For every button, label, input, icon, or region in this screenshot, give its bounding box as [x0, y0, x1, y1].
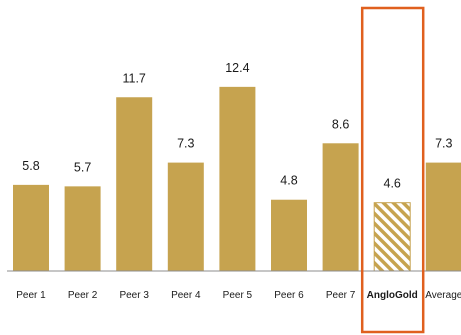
bar-peer-3 — [116, 97, 153, 271]
tick-label-peer-2: Peer 2 — [68, 290, 98, 301]
tick-label-peer-4: Peer 4 — [171, 290, 201, 301]
tick-label-average: Average — [425, 290, 461, 301]
value-label-peer-5: 12.4 — [225, 61, 249, 75]
value-label-peer-3: 11.7 — [122, 71, 145, 85]
bar-peer-4 — [167, 162, 204, 271]
tick-label-peer-1: Peer 1 — [16, 290, 46, 301]
bar-peer-2 — [64, 186, 101, 271]
tick-label-anglogold: AngloGold — [367, 290, 418, 301]
bar-anglogold — [373, 202, 411, 272]
value-labels-layer: 5.8 5.7 11.7 7.3 12.4 4.8 8.6 4.6 7.3 — [22, 61, 452, 191]
value-label-peer-7: 8.6 — [332, 117, 349, 131]
bar-peer-7 — [322, 143, 359, 271]
bar-peer-5 — [219, 86, 256, 271]
highlight-box — [360, 6, 425, 334]
tick-label-peer-3: Peer 3 — [119, 290, 149, 301]
value-label-peer-4: 7.3 — [177, 137, 194, 151]
tick-labels-layer: Peer 1 Peer 2 Peer 3 Peer 4 Peer 5 Peer 6 Peer… — [16, 290, 461, 301]
value-label-peer-6: 4.8 — [280, 174, 297, 188]
bar-peer-1 — [13, 184, 49, 271]
value-label-peer-1: 5.8 — [22, 159, 39, 173]
tick-label-peer-6: Peer 6 — [274, 290, 304, 301]
bar-average — [425, 162, 461, 271]
tick-label-peer-7: Peer 7 — [326, 290, 356, 301]
bars-layer — [13, 86, 461, 272]
tick-label-peer-5: Peer 5 — [223, 290, 253, 301]
value-label-anglogold: 4.6 — [384, 177, 401, 191]
value-label-peer-2: 5.7 — [74, 160, 91, 174]
value-label-average: 7.3 — [435, 137, 452, 151]
bar-peer-6 — [271, 199, 307, 271]
